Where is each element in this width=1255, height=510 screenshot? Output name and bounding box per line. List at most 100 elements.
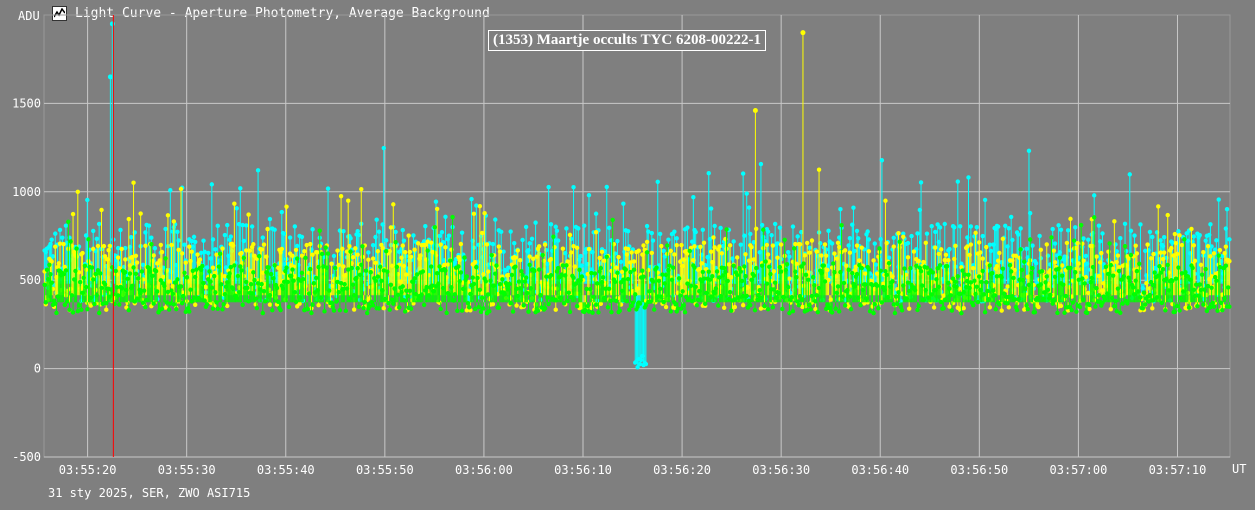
data-point	[383, 238, 389, 243]
data-point	[381, 145, 386, 151]
data-point	[466, 305, 472, 310]
spike-point	[800, 30, 806, 36]
data-point	[404, 288, 409, 293]
data-point	[165, 213, 171, 218]
data-point	[679, 242, 684, 248]
data-point	[443, 245, 448, 250]
data-point	[742, 233, 747, 238]
data-point	[286, 304, 292, 310]
data-point	[407, 288, 413, 294]
data-point	[50, 254, 56, 259]
data-point	[749, 244, 754, 250]
y-tick-label: 500	[19, 273, 41, 287]
data-point	[259, 281, 264, 287]
data-point	[370, 256, 376, 261]
data-point	[99, 285, 104, 291]
data-point	[477, 203, 483, 209]
data-point	[564, 226, 569, 231]
data-point	[501, 249, 506, 254]
data-point	[807, 245, 812, 250]
data-point	[971, 265, 976, 271]
data-point	[193, 239, 198, 245]
data-point	[721, 305, 727, 310]
data-point	[1118, 236, 1123, 241]
data-point	[536, 267, 542, 272]
data-point	[984, 244, 989, 250]
data-point	[1000, 236, 1006, 242]
light-curve-app-icon[interactable]	[52, 5, 67, 21]
data-point	[165, 289, 171, 295]
data-point	[310, 252, 315, 257]
data-point	[884, 240, 889, 246]
data-point	[544, 274, 549, 279]
data-point	[376, 306, 382, 311]
data-point	[455, 308, 460, 314]
data-point	[96, 221, 102, 227]
data-point	[597, 255, 602, 261]
data-point	[915, 231, 920, 236]
x-tick-label: 03:55:30	[158, 463, 216, 477]
data-point	[420, 269, 426, 274]
data-point	[439, 230, 445, 235]
data-point	[835, 240, 841, 246]
data-point	[573, 281, 579, 286]
data-point	[325, 251, 331, 256]
data-point	[1134, 251, 1140, 256]
data-point	[464, 274, 470, 279]
data-point	[114, 285, 120, 290]
data-point	[462, 255, 467, 260]
data-point	[438, 242, 443, 247]
data-point	[295, 243, 300, 249]
data-point	[1036, 304, 1041, 310]
data-point	[182, 242, 187, 247]
data-point	[593, 211, 599, 216]
data-point	[995, 224, 1001, 229]
window-title: Light Curve - Aperture Photometry, Avera…	[75, 5, 490, 21]
data-point	[370, 303, 376, 308]
x-tick-label: 03:56:30	[752, 463, 810, 477]
data-point	[484, 242, 490, 247]
data-point	[987, 242, 993, 247]
data-point	[406, 233, 411, 238]
data-point	[770, 243, 775, 248]
data-point	[191, 234, 197, 240]
data-point	[61, 241, 66, 247]
data-point	[918, 180, 924, 185]
data-point	[327, 288, 332, 293]
data-point	[800, 304, 805, 310]
data-point	[159, 249, 165, 255]
data-point	[446, 233, 452, 238]
data-point	[159, 306, 165, 312]
data-point	[76, 303, 82, 308]
data-point	[1052, 241, 1058, 246]
data-point	[574, 245, 580, 251]
data-point	[1086, 237, 1091, 242]
data-point	[219, 282, 224, 287]
data-point	[794, 261, 799, 266]
data-point	[278, 307, 283, 313]
data-point	[674, 236, 679, 241]
data-point	[131, 265, 136, 270]
data-point	[458, 241, 464, 247]
data-point	[411, 233, 416, 238]
data-point	[364, 310, 370, 316]
data-point	[253, 296, 258, 301]
data-point	[443, 214, 448, 219]
data-point	[309, 310, 314, 316]
data-point	[221, 302, 226, 307]
data-point	[53, 244, 58, 249]
data-point	[708, 249, 714, 254]
data-point	[1147, 229, 1153, 235]
data-point	[287, 235, 293, 240]
data-point	[635, 365, 640, 370]
data-point	[708, 206, 714, 211]
data-point	[179, 251, 185, 256]
data-point	[126, 216, 131, 222]
data-point	[1018, 226, 1023, 231]
window-title-bar: Light Curve - Aperture Photometry, Avera…	[52, 4, 490, 22]
data-point	[497, 249, 503, 254]
data-point	[115, 245, 121, 251]
data-point	[527, 262, 532, 268]
data-point	[331, 253, 337, 259]
